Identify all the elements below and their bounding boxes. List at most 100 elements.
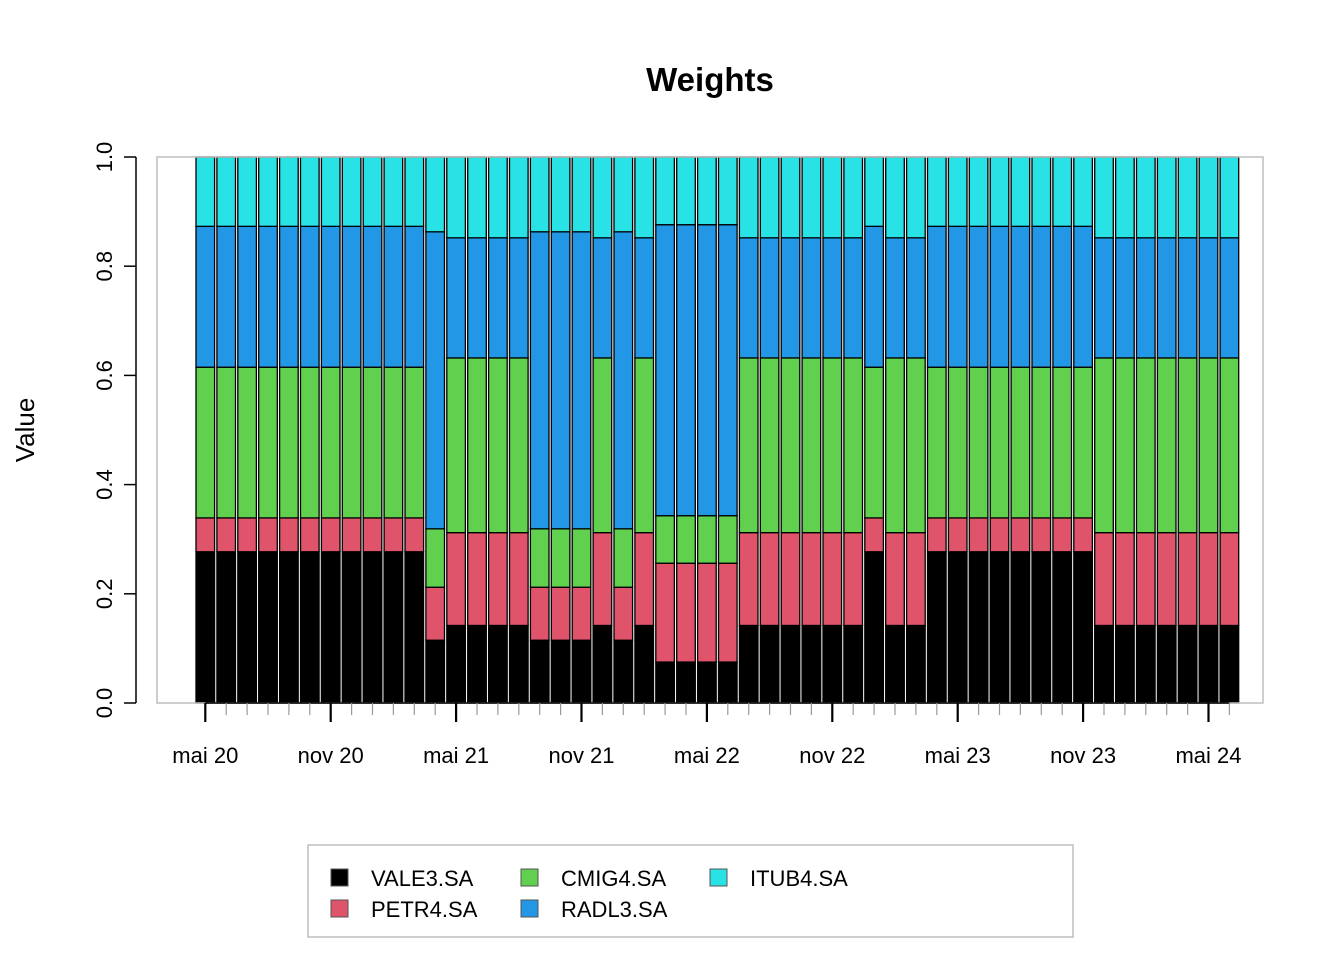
bar-segment-itub4-sa [676,156,696,226]
bar-segment-cmig4-sa [278,366,299,519]
bar-segment-itub4-sa [278,156,299,227]
bar-segment-cmig4-sa [1094,357,1114,534]
bar-segment-radl3-sa [467,237,487,359]
bar-segment-petr4-sa [843,532,864,627]
y-tick-label: 0.6 [92,360,117,391]
bar-segment-petr4-sa [278,517,299,553]
legend-label: ITUB4.SA [750,866,848,891]
bar-segment-petr4-sa [571,586,592,641]
bar-segment-petr4-sa [487,532,508,627]
bar-segment-cmig4-sa [634,357,655,534]
bar-segment-petr4-sa [759,532,780,627]
bar-segment-cmig4-sa [926,366,947,519]
bar-segment-cmig4-sa [905,357,926,534]
bar-segment-itub4-sa [1052,156,1073,227]
bar-segment-petr4-sa [801,532,822,627]
bar-segment-itub4-sa [634,156,655,239]
bar-segment-cmig4-sa [885,357,905,534]
y-tick-label: 0.4 [92,469,117,500]
bar-segment-radl3-sa [446,237,467,359]
legend-swatch [709,868,728,887]
bar-segment-vale3-sa [404,551,425,704]
bar-segment-vale3-sa [550,639,571,704]
bar-segment-petr4-sa [1177,532,1198,627]
legend-swatch [520,899,539,918]
bar-segment-vale3-sa [278,551,299,704]
bar-segment-itub4-sa [843,156,864,239]
bar-segment-vale3-sa [717,661,738,704]
bar-segment-vale3-sa [1031,551,1052,704]
bar-segment-itub4-sa [404,156,425,227]
y-tick-label: 0.8 [92,251,117,282]
bar-segment-cmig4-sa [383,366,404,519]
bar-segment-radl3-sa [864,225,885,368]
bar-segment-radl3-sa [947,225,968,368]
bar-segment-radl3-sa [258,225,278,368]
bar-segment-cmig4-sa [759,357,780,534]
bar-segment-vale3-sa [446,624,467,704]
bar-segment-cmig4-sa [362,366,383,519]
bar-segment-vale3-sa [864,551,885,704]
bar-segment-radl3-sa [216,225,237,368]
bar-segment-radl3-sa [278,225,299,368]
bar-segment-petr4-sa [467,532,487,627]
bar-segment-vale3-sa [738,624,759,704]
bar-segment-petr4-sa [1198,532,1219,627]
bar-segment-vale3-sa [383,551,404,704]
bar-segment-itub4-sa [258,156,278,227]
bar-segment-cmig4-sa [446,357,467,534]
bar-segment-vale3-sa [1219,624,1240,704]
bar-segment-vale3-sa [362,551,383,704]
bar-segment-cmig4-sa [613,528,634,588]
legend-label: PETR4.SA [371,897,478,922]
bar-segment-itub4-sa [947,156,968,227]
bar-segment-vale3-sa [1156,624,1177,704]
bar-segment-petr4-sa [968,517,989,553]
bar-segment-cmig4-sa [487,357,508,534]
bar-segment-itub4-sa [1135,156,1156,239]
bar-segment-vale3-sa [1073,551,1094,704]
bar-segment-petr4-sa [1010,517,1031,553]
chart-title: Weights [646,61,774,98]
bar-segment-itub4-sa [237,156,258,227]
bar-segment-itub4-sa [592,156,613,239]
bar-segment-vale3-sa [926,551,947,704]
bar-segment-vale3-sa [843,624,864,704]
bar-segment-itub4-sa [926,156,947,227]
bar-segment-radl3-sa [822,237,843,359]
bar-segment-radl3-sa [237,225,258,368]
bar-segment-cmig4-sa [320,366,341,519]
bar-segment-cmig4-sa [989,366,1010,519]
bar-segment-radl3-sa [613,231,634,530]
bar-segment-vale3-sa [571,639,592,704]
bar-segment-itub4-sa [696,156,717,226]
bar-segment-itub4-sa [968,156,989,227]
bar-segment-vale3-sa [759,624,780,704]
bar-segment-petr4-sa [592,532,613,627]
bar-segment-itub4-sa [801,156,822,239]
bar-segment-vale3-sa [195,551,216,704]
bar-segment-vale3-sa [508,624,529,704]
x-tick-label: nov 20 [298,743,364,768]
bar-segment-cmig4-sa [717,515,738,564]
y-tick-label: 0.2 [92,579,117,610]
legend-swatch [330,868,349,887]
bar-segment-vale3-sa [258,551,278,704]
bar-segment-vale3-sa [1052,551,1073,704]
legend-swatch [330,899,349,918]
bar-segment-petr4-sa [634,532,655,627]
bar-segment-radl3-sa [550,231,571,530]
bar-segment-cmig4-sa [1219,357,1240,534]
bar-segment-petr4-sa [696,562,717,663]
bar-segment-petr4-sa [529,586,550,641]
bar-segment-cmig4-sa [216,366,237,519]
bar-segment-vale3-sa [216,551,237,704]
bar-segment-itub4-sa [989,156,1010,227]
bar-segment-petr4-sa [1156,532,1177,627]
bar-segment-itub4-sa [446,156,467,239]
bar-segment-radl3-sa [759,237,780,359]
bar-segment-cmig4-sa [550,528,571,588]
bar-segment-petr4-sa [237,517,258,553]
bar-segment-vale3-sa [885,624,905,704]
